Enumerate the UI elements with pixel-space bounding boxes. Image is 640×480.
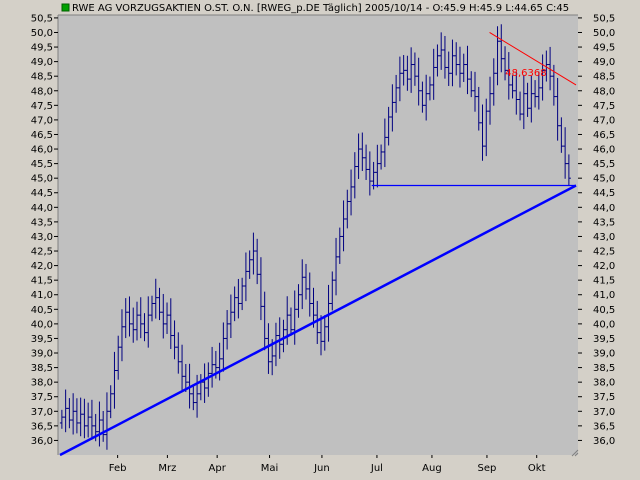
x-tick-label: Mrz [158,463,176,474]
y-tick-label-right: 42,0 [593,261,615,272]
y-axis-right: 36,0 36,5 37,0 37,5 38,0 38,5 39,0 39,5 40,0 40,5… [578,13,615,447]
y-tick-label-right: 48,5 [593,72,615,83]
y-tick-label-left: 43,5 [31,217,53,228]
y-tick-label-right: 45,5 [593,159,615,170]
symbol-icon [61,3,70,12]
y-tick-label-right: 37,0 [593,407,615,418]
y-tick-label-right: 41,5 [593,276,615,287]
y-tick-label-left: 50,0 [31,28,53,39]
y-tick-label-left: 46,0 [31,145,53,156]
x-axis: Feb Mrz Apr Mai Jun Jul Aug Sep Okt [109,455,546,474]
y-tick-label-right: 46,5 [593,130,615,141]
y-axis-left: 36,0 36,5 37,0 37,5 38,0 38,5 39,0 39,5 40,0 40,5… [31,13,58,447]
y-tick-label-right: 44,0 [593,203,615,214]
y-tick-label-right: 38,0 [593,378,615,389]
y-tick-label-left: 37,0 [31,407,53,418]
y-tick-label-right: 36,5 [593,421,615,432]
x-tick-label: Sep [478,463,497,474]
y-tick-label-right: 46,0 [593,145,615,156]
level-label: 48,6368 [505,68,546,79]
y-tick-label-left: 49,0 [31,57,53,68]
y-tick-label-left: 38,0 [31,378,53,389]
y-tick-label-left: 43,0 [31,232,53,243]
y-tick-label-right: 39,5 [593,334,615,345]
y-tick-label-right: 44,5 [593,188,615,199]
y-tick-label-left: 40,0 [31,319,53,330]
y-tick-label-right: 37,5 [593,392,615,403]
y-tick-label-right: 47,5 [593,101,615,112]
resistance-trendline [489,32,577,86]
y-tick-label-left: 46,5 [31,130,53,141]
trend-lines [59,32,577,457]
price-bars [59,24,571,450]
y-tick-label-right: 49,5 [593,43,615,54]
x-tick-label: Apr [209,463,227,474]
y-tick-label-left: 49,5 [31,43,53,54]
y-tick-label-left: 41,0 [31,290,53,301]
y-tick-label-left: 36,5 [31,421,53,432]
y-tick-label-left: 47,0 [31,115,53,126]
y-tick-label-left: 48,5 [31,72,53,83]
plot-area [58,15,578,455]
chart-title: RWE AG VORZUGSAKTIEN O.ST. O.N. [RWEG_p.… [72,3,569,14]
y-tick-label-left: 38,5 [31,363,53,374]
resize-grip-icon[interactable] [571,449,579,457]
y-tick-label-left: 37,5 [31,392,53,403]
y-tick-label-left: 44,5 [31,188,53,199]
y-tick-label-left: 39,0 [31,349,53,360]
y-tick-label-left: 42,0 [31,261,53,272]
y-tick-label-right: 50,0 [593,28,615,39]
y-tick-label-left: 48,0 [31,86,53,97]
y-tick-label-left: 44,0 [31,203,53,214]
y-tick-label-right: 43,0 [593,232,615,243]
x-tick-label: Jun [313,463,330,474]
y-tick-label-right: 38,5 [593,363,615,374]
x-tick-label: Jul [370,463,383,474]
y-tick-label-right: 42,5 [593,247,615,258]
y-tick-label-left: 50,5 [31,13,53,24]
support-trendline [59,184,577,457]
y-tick-label-left: 36,0 [31,436,53,447]
y-tick-label-right: 50,5 [593,13,615,24]
y-tick-label-right: 40,5 [593,305,615,316]
y-tick-label-right: 49,0 [593,57,615,68]
y-tick-label-right: 47,0 [593,115,615,126]
y-tick-label-right: 36,0 [593,436,615,447]
y-tick-label-right: 45,0 [593,174,615,185]
y-tick-label-right: 43,5 [593,217,615,228]
y-tick-label-left: 40,5 [31,305,53,316]
y-tick-label-right: 40,0 [593,319,615,330]
x-tick-label: Okt [528,463,546,474]
x-tick-label: Aug [422,463,442,474]
y-tick-label-left: 45,5 [31,159,53,170]
y-tick-label-right: 41,0 [593,290,615,301]
y-tick-label-left: 41,5 [31,276,53,287]
y-tick-label-left: 39,5 [31,334,53,345]
y-tick-label-right: 48,0 [593,86,615,97]
y-tick-label-left: 42,5 [31,247,53,258]
y-tick-label-right: 39,0 [593,349,615,360]
y-tick-label-left: 47,5 [31,101,53,112]
x-tick-label: Feb [109,463,127,474]
y-tick-label-left: 45,0 [31,174,53,185]
x-tick-label: Mai [261,463,279,474]
